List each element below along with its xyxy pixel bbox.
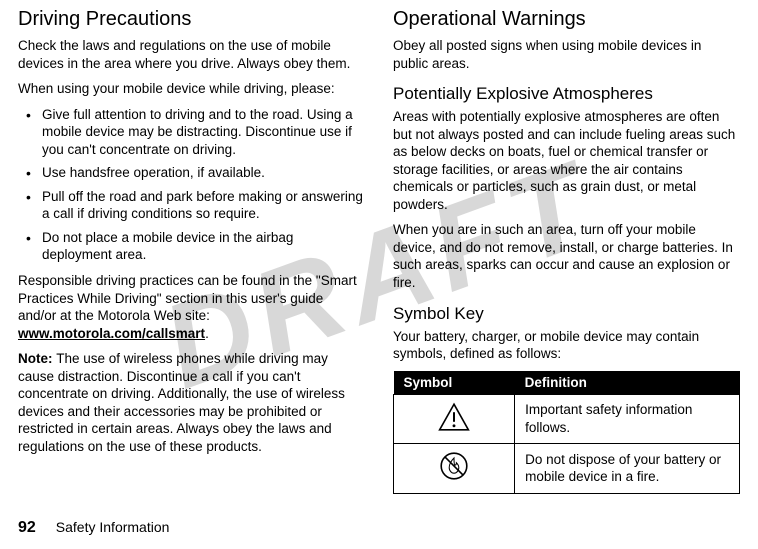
operational-warnings-heading: Operational Warnings: [393, 8, 740, 31]
table-header-row: Symbol Definition: [394, 371, 740, 395]
definition-cell: Important safety information follows.: [515, 394, 740, 444]
driving-p1: Check the laws and regulations on the us…: [18, 37, 365, 72]
table-row: Important safety information follows.: [394, 394, 740, 444]
op-p4: Your battery, charger, or mobile device …: [393, 328, 740, 363]
definition-cell: Do not dispose of your battery or mobile…: [515, 444, 740, 494]
right-column: Operational Warnings Obey all posted sig…: [393, 8, 740, 494]
note-text: The use of wireless phones while driving…: [18, 351, 345, 454]
op-p2: Areas with potentially explosive atmosph…: [393, 108, 740, 213]
bullet-item: Use handsfree operation, if available.: [42, 164, 365, 182]
header-symbol: Symbol: [394, 371, 515, 395]
footer-title: Safety Information: [56, 519, 170, 535]
warning-triangle-icon: [438, 401, 470, 433]
page-number: 92: [18, 519, 36, 536]
note-label: Note:: [18, 351, 56, 366]
driving-note: Note: The use of wireless phones while d…: [18, 350, 365, 455]
symbol-key-heading: Symbol Key: [393, 304, 740, 324]
table-row: Do not dispose of your battery or mobile…: [394, 444, 740, 494]
bullet-item: Do not place a mobile device in the airb…: [42, 229, 365, 264]
p3-text-c: .: [205, 326, 209, 341]
p3-text-a: Responsible driving practices can be fou…: [18, 273, 357, 323]
bullet-item: Give full attention to driving and to th…: [42, 106, 365, 159]
motorola-link: www.motorola.com/callsmart: [18, 326, 205, 341]
driving-p3: Responsible driving practices can be fou…: [18, 272, 365, 342]
left-column: Driving Precautions Check the laws and r…: [18, 8, 365, 494]
explosive-atmospheres-heading: Potentially Explosive Atmospheres: [393, 84, 740, 104]
symbol-cell-nofire: [394, 444, 515, 494]
bullet-item: Pull off the road and park before making…: [42, 188, 365, 223]
driving-bullets: Give full attention to driving and to th…: [18, 106, 365, 264]
symbol-cell-warning: [394, 394, 515, 444]
page-content: Driving Precautions Check the laws and r…: [0, 0, 758, 494]
op-p3: When you are in such an area, turn off y…: [393, 221, 740, 291]
header-definition: Definition: [515, 371, 740, 395]
page-footer: 92 Safety Information: [18, 519, 169, 537]
symbol-table: Symbol Definition Important safety infor…: [393, 371, 740, 494]
driving-p2: When using your mobile device while driv…: [18, 80, 365, 98]
driving-precautions-heading: Driving Precautions: [18, 8, 365, 31]
op-p1: Obey all posted signs when using mobile …: [393, 37, 740, 72]
no-fire-icon: [438, 450, 470, 482]
